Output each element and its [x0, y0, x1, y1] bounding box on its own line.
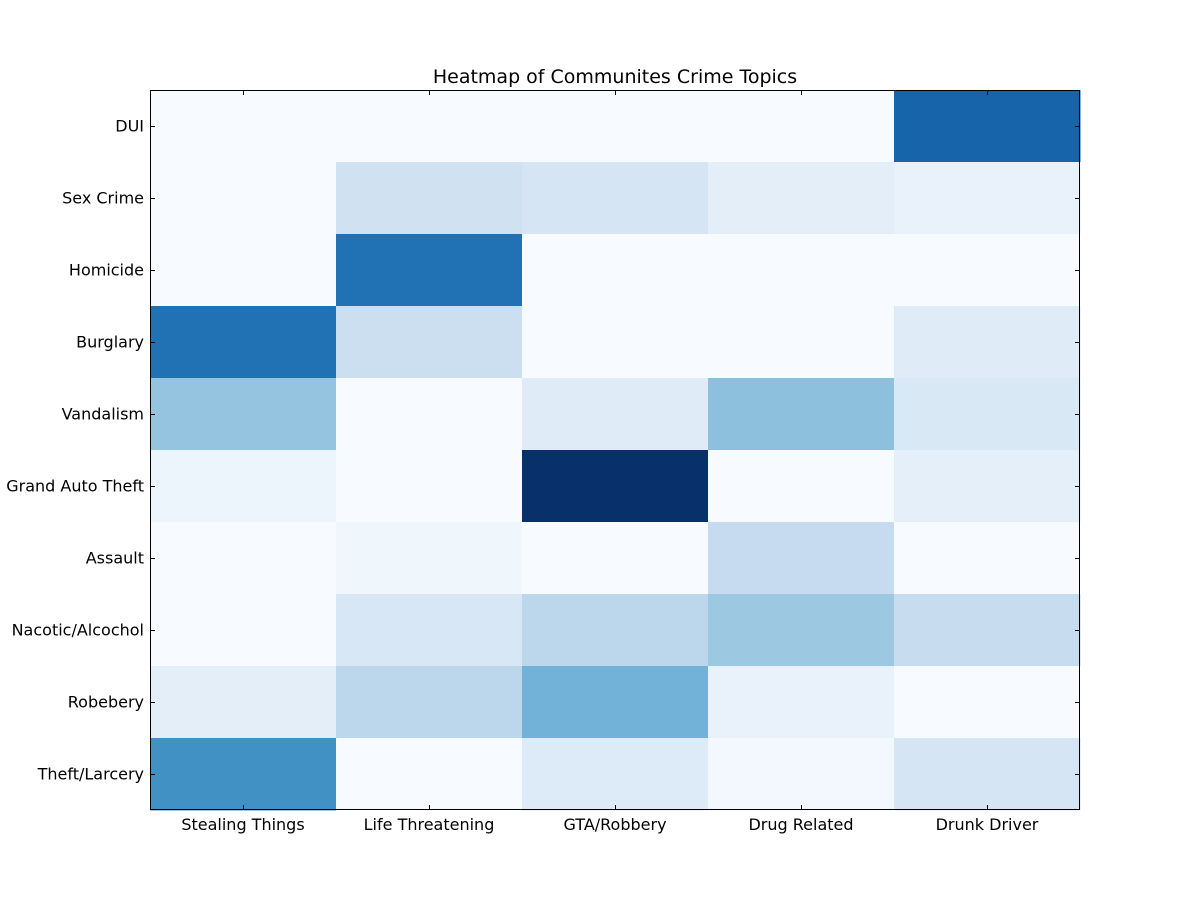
heatmap-cell-sex-crime-drunk-driver [894, 162, 1081, 235]
heatmap-cell-sex-crime-life-threatening [336, 162, 523, 235]
x-axis-tick-labels: Stealing Things Life Threatening GTA/Robbe… [181, 815, 1038, 834]
heatmap-cell-nacotic-alcochol-drunk-driver [894, 594, 1081, 667]
heatmap-cell-burglary-drunk-driver [894, 306, 1081, 379]
heatmap-cell-robebery-drug-related [708, 666, 895, 739]
heatmap-cell-assault-gta-robbery [522, 522, 709, 595]
heatmap-cell-assault-drug-related [708, 522, 895, 595]
heatmap-cell-grand-auto-theft-life-threatening [336, 450, 523, 523]
y-tick-label: Sex Crime [62, 189, 144, 208]
heatmap-cell-homicide-drunk-driver [894, 234, 1081, 307]
heatmap-cell-vandalism-gta-robbery [522, 378, 709, 451]
heatmap-cell-vandalism-life-threatening [336, 378, 523, 451]
y-tick-label: Burglary [76, 333, 144, 352]
heatmap-cell-sex-crime-drug-related [708, 162, 895, 235]
heatmap-cell-homicide-gta-robbery [522, 234, 709, 307]
heatmap-cell-vandalism-drug-related [708, 378, 895, 451]
heatmap-cell-assault-stealing-things [150, 522, 337, 595]
heatmap-cell-dui-gta-robbery [522, 90, 709, 163]
heatmap-cell-burglary-drug-related [708, 306, 895, 379]
heatmap-cell-assault-drunk-driver [894, 522, 1081, 595]
heatmap-cell-theft-larcery-stealing-things [150, 738, 337, 811]
x-tick-label: Drug Related [748, 815, 853, 834]
heatmap-cell-grand-auto-theft-drunk-driver [894, 450, 1081, 523]
y-tick-label: Vandalism [62, 405, 144, 424]
heatmap-cell-burglary-life-threatening [336, 306, 523, 379]
y-tick-label: Nacotic/Alcochol [12, 621, 144, 640]
heatmap-cell-homicide-stealing-things [150, 234, 337, 307]
y-tick-label: Robebery [68, 693, 144, 712]
heatmap-cell-dui-drunk-driver [894, 90, 1081, 163]
heatmap-cell-burglary-stealing-things [150, 306, 337, 379]
heatmap-cell-theft-larcery-drug-related [708, 738, 895, 811]
heatmap-cell-burglary-gta-robbery [522, 306, 709, 379]
heatmap-cell-grand-auto-theft-stealing-things [150, 450, 337, 523]
heatmap-cell-grand-auto-theft-gta-robbery [522, 450, 709, 523]
heatmap-cell-theft-larcery-gta-robbery [522, 738, 709, 811]
x-tick-label: GTA/Robbery [563, 815, 666, 834]
heatmap-cell-robebery-stealing-things [150, 666, 337, 739]
y-tick-label: Theft/Larcery [37, 765, 144, 784]
heatmap-cell-assault-life-threatening [336, 522, 523, 595]
heatmap-cell-vandalism-drunk-driver [894, 378, 1081, 451]
plot-frame [150, 90, 1080, 810]
heatmap-cell-vandalism-stealing-things [150, 378, 337, 451]
y-axis-tick-labels: DUI Sex Crime Homicide Burglary Vandalism Gra… [6, 117, 144, 784]
heatmap-cell-robebery-life-threatening [336, 666, 523, 739]
heatmap-cell-sex-crime-gta-robbery [522, 162, 709, 235]
y-tick-label: Grand Auto Theft [6, 477, 144, 496]
heatmap-cell-dui-drug-related [708, 90, 895, 163]
x-tick-label: Life Threatening [364, 815, 495, 834]
heatmap-cell-homicide-drug-related [708, 234, 895, 307]
y-tick-label: DUI [115, 117, 144, 136]
heatmap-cell-robebery-drunk-driver [894, 666, 1081, 739]
chart-title: Heatmap of Communites Crime Topics [433, 66, 797, 88]
heatmap-cell-grand-auto-theft-drug-related [708, 450, 895, 523]
heatmap-cell-nacotic-alcochol-stealing-things [150, 594, 337, 667]
x-tick-label: Drunk Driver [936, 815, 1039, 834]
y-tick-label: Assault [86, 549, 144, 568]
heatmap-cell-theft-larcery-life-threatening [336, 738, 523, 811]
heatmap-cell-dui-stealing-things [150, 90, 337, 163]
heatmap-cell-sex-crime-stealing-things [150, 162, 337, 235]
y-tick-label: Homicide [69, 261, 144, 280]
heatmap-cell-homicide-life-threatening [336, 234, 523, 307]
heatmap-cell-robebery-gta-robbery [522, 666, 709, 739]
heatmap-cell-nacotic-alcochol-life-threatening [336, 594, 523, 667]
heatmap-cell-theft-larcery-drunk-driver [894, 738, 1081, 811]
heatmap-cell-nacotic-alcochol-gta-robbery [522, 594, 709, 667]
heatmap-cell-nacotic-alcochol-drug-related [708, 594, 895, 667]
heatmap-cell-dui-life-threatening [336, 90, 523, 163]
heatmap-cells [150, 90, 1081, 811]
x-tick-label: Stealing Things [181, 815, 304, 834]
